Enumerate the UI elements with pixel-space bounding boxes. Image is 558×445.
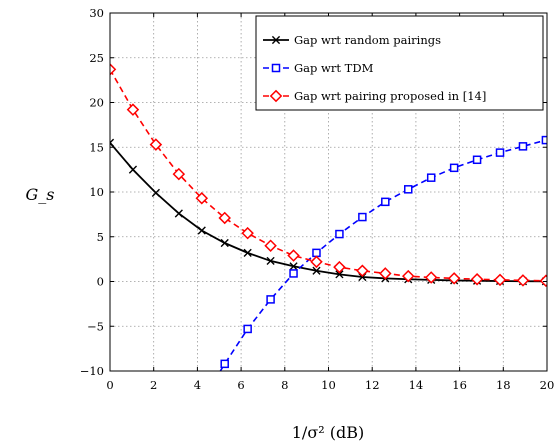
data-point-proposed — [172, 167, 186, 181]
x-tick-label: 20 — [540, 378, 555, 392]
legend-label-proposed: Gap wrt pairing proposed in [14] — [294, 89, 486, 103]
series-line-proposed — [110, 68, 546, 282]
data-point-random — [128, 165, 138, 174]
data-point-random — [197, 226, 206, 235]
data-point-tdm — [472, 155, 482, 165]
data-point-random — [335, 270, 344, 279]
data-point-tdm — [518, 142, 528, 151]
x-tick-label: 12 — [365, 378, 380, 392]
data-point-random — [266, 256, 275, 266]
data-point-proposed — [539, 274, 547, 288]
data-point-proposed — [516, 274, 530, 287]
data-point-proposed — [287, 249, 300, 262]
data-point-proposed — [264, 239, 277, 252]
data-point-proposed — [424, 271, 438, 284]
data-point-proposed — [195, 192, 209, 205]
data-point-random — [358, 272, 367, 282]
data-point-tdm — [312, 248, 321, 258]
data-point-tdm — [266, 295, 275, 304]
data-point-proposed — [149, 138, 163, 151]
legend-marker — [271, 35, 281, 45]
legend-label-random: Gap wrt random pairings — [294, 33, 441, 47]
x-tick-label: 16 — [452, 378, 467, 392]
legend-box — [255, 15, 544, 111]
data-point-random — [174, 209, 183, 218]
y-tick-label: 5 — [97, 230, 104, 244]
data-point-tdm — [220, 359, 229, 369]
data-point-proposed — [470, 273, 484, 286]
legend-marker — [271, 63, 281, 73]
legend-sample-proposed — [263, 89, 289, 103]
x-tick-label: 6 — [237, 378, 244, 392]
x-tick-label: 14 — [409, 378, 424, 392]
y-tick-label: 15 — [89, 140, 104, 154]
data-point-tdm — [358, 212, 367, 222]
tick-labels: 0 2 4 6 8 10 12 14 16 18 20 −10 −5 0 5 10 15 20 25 30 — [80, 6, 555, 392]
legend-label-tdm: Gap wrt TDM — [294, 61, 374, 75]
x-tick-label: 10 — [321, 378, 336, 392]
y-tick-label: 20 — [89, 96, 104, 110]
data-point-proposed — [493, 273, 507, 287]
data-point-tdm — [495, 148, 505, 157]
data-point-proposed — [310, 255, 323, 269]
data-point-random — [151, 188, 160, 197]
data-point-proposed — [218, 211, 231, 225]
y-tick-label: 30 — [89, 6, 104, 20]
data-point-random — [220, 238, 229, 248]
data-point-tdm — [426, 173, 436, 182]
y-tick-label: 10 — [89, 185, 104, 199]
data-point-tdm — [381, 197, 390, 207]
data-point-proposed — [333, 260, 346, 274]
data-point-tdm — [449, 163, 459, 173]
series-line-tdm — [219, 139, 547, 371]
data-point-proposed — [356, 264, 369, 278]
y-tick-label: 0 — [97, 275, 104, 289]
x-tick-label: 8 — [281, 378, 288, 392]
marker-layer — [110, 63, 547, 369]
legend-sample-tdm — [263, 63, 289, 73]
data-point-random — [110, 138, 115, 147]
ticks — [109, 12, 548, 372]
legend-marker — [269, 89, 283, 103]
data-point-proposed — [241, 226, 254, 240]
x-axis-label: 1/σ² (dB) — [292, 423, 364, 442]
data-point-random — [312, 266, 321, 275]
legend-entry-2: Gap wrt pairing proposed in [14] — [263, 89, 486, 103]
x-tick-label: 0 — [106, 378, 113, 392]
data-point-tdm — [541, 135, 547, 145]
data-point-proposed — [110, 63, 117, 76]
data-point-tdm — [289, 269, 298, 278]
y-tick-label: −10 — [80, 364, 104, 378]
x-tick-label: 2 — [150, 378, 157, 392]
legend-entry-1: Gap wrt TDM — [263, 61, 374, 75]
legend: Gap wrt random pairings Gap wrt TDM Gap … — [255, 15, 544, 111]
y-axis-label: G_s — [26, 185, 55, 204]
data-point-tdm — [335, 229, 344, 239]
data-point-proposed — [447, 272, 461, 285]
legend-entry-0: Gap wrt random pairings — [263, 33, 441, 47]
data-point-proposed — [379, 267, 392, 280]
legend-sample-random — [263, 35, 289, 45]
y-tick-label: 25 — [89, 51, 104, 65]
data-point-proposed — [126, 103, 140, 116]
data-point-tdm — [243, 324, 252, 334]
x-tick-label: 4 — [194, 378, 201, 392]
data-point-tdm — [404, 185, 413, 194]
y-tick-label: −5 — [87, 319, 104, 333]
x-tick-label: 18 — [496, 378, 511, 392]
data-point-random — [243, 248, 252, 257]
data-point-random — [289, 262, 298, 271]
data-point-proposed — [401, 269, 415, 283]
